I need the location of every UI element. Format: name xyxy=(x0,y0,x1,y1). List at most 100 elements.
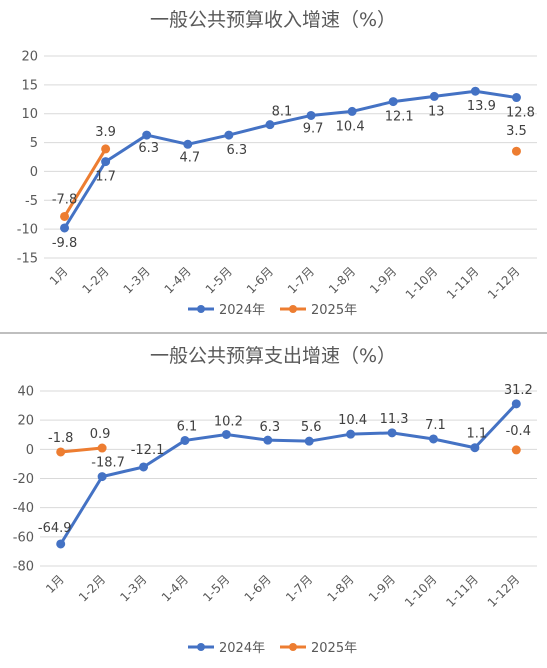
data-label: -18.7 xyxy=(91,456,125,471)
data-label: 9.7 xyxy=(303,121,324,136)
y-tick-label: 20 xyxy=(21,50,38,65)
x-tick-label: 1月 xyxy=(47,264,71,288)
data-point xyxy=(56,539,66,549)
data-label: 12.8 xyxy=(506,106,535,121)
data-label: 8.1 xyxy=(272,105,293,120)
data-point xyxy=(60,223,70,233)
data-label: -7.8 xyxy=(52,192,77,207)
data-point xyxy=(97,472,107,482)
data-point xyxy=(183,139,193,149)
data-point xyxy=(265,120,275,130)
chart-title: 一般公共预算收入增速（%） xyxy=(150,9,396,31)
data-point xyxy=(428,434,438,444)
data-label: 13.9 xyxy=(467,99,496,114)
y-tick-label: -40 xyxy=(13,501,34,516)
legend-swatch-marker xyxy=(197,305,205,313)
series-line xyxy=(63,147,108,218)
x-tick-label: 1-6月 xyxy=(242,572,274,604)
x-tick-label: 1-12月 xyxy=(485,572,523,610)
x-tick-label: 1-7月 xyxy=(285,264,317,296)
legend-label: 2025年 xyxy=(311,303,357,318)
x-tick-label: 1-3月 xyxy=(117,572,149,604)
x-tick-label: 1-11月 xyxy=(444,264,482,302)
y-tick-label: 15 xyxy=(21,78,38,93)
data-point xyxy=(346,429,356,439)
x-tick-label: 1-2月 xyxy=(76,572,108,604)
data-label: 6.1 xyxy=(177,419,198,434)
data-point xyxy=(101,144,111,154)
data-label: -9.8 xyxy=(52,236,77,251)
data-point xyxy=(470,443,480,453)
data-point xyxy=(470,86,480,96)
data-label: 6.3 xyxy=(227,143,248,158)
data-point xyxy=(511,399,521,409)
x-tick-label: 1-9月 xyxy=(367,264,399,296)
data-label: 1.1 xyxy=(467,427,488,442)
data-label: 3.5 xyxy=(506,124,527,139)
y-tick-label: -10 xyxy=(17,223,38,238)
data-label: 3.9 xyxy=(95,125,116,140)
x-tick-label: 1-3月 xyxy=(121,264,153,296)
data-label: 4.7 xyxy=(179,150,200,165)
x-tick-label: 1-8月 xyxy=(324,572,356,604)
data-label: 10.2 xyxy=(214,414,243,429)
x-tick-label: 1月 xyxy=(43,572,67,596)
data-point xyxy=(97,443,107,453)
data-point xyxy=(388,97,398,107)
data-label: 0.9 xyxy=(90,427,111,442)
y-tick-label: -20 xyxy=(13,472,34,487)
data-label: 5.6 xyxy=(301,420,322,435)
data-point xyxy=(347,106,357,116)
data-point xyxy=(142,130,152,140)
x-tick-label: 1-8月 xyxy=(326,264,358,296)
data-label: -12.1 xyxy=(131,443,165,458)
data-label: 1.7 xyxy=(95,170,116,185)
data-label: 13 xyxy=(428,104,445,119)
data-point xyxy=(101,157,111,167)
data-label: 6.3 xyxy=(259,420,280,435)
legend-label: 2024年 xyxy=(219,641,265,656)
data-point xyxy=(511,445,521,455)
y-tick-label: 40 xyxy=(17,385,34,400)
legend-label: 2024年 xyxy=(219,303,265,318)
data-label: 6.3 xyxy=(138,141,159,156)
data-point xyxy=(60,211,70,221)
x-tick-label: 1-5月 xyxy=(200,572,232,604)
data-point xyxy=(56,447,66,457)
y-tick-label: -60 xyxy=(13,530,34,545)
x-tick-label: 1-2月 xyxy=(79,264,111,296)
data-point xyxy=(221,429,231,439)
y-tick-label: 10 xyxy=(21,107,38,122)
y-tick-label: -80 xyxy=(13,560,34,575)
data-point xyxy=(306,110,316,120)
y-tick-label: -5 xyxy=(25,194,38,209)
data-point xyxy=(224,130,234,140)
x-tick-label: 1-7月 xyxy=(283,572,315,604)
data-label: 12.1 xyxy=(385,110,414,125)
data-label: 10.4 xyxy=(338,413,367,428)
data-point xyxy=(180,435,190,445)
data-label: 7.1 xyxy=(425,418,446,433)
x-tick-label: 1-4月 xyxy=(159,572,191,604)
x-tick-label: 1-10月 xyxy=(403,264,441,302)
legend-swatch-marker xyxy=(289,643,297,651)
legend-swatch-marker xyxy=(289,305,297,313)
data-label: -64.9 xyxy=(38,521,72,536)
data-label: -1.8 xyxy=(48,431,73,446)
data-point xyxy=(429,91,439,101)
legend-label: 2025年 xyxy=(311,641,357,656)
y-tick-label: 5 xyxy=(30,136,38,151)
x-tick-label: 1-6月 xyxy=(244,264,276,296)
x-tick-label: 1-5月 xyxy=(203,264,235,296)
data-label: 10.4 xyxy=(336,119,365,134)
data-point xyxy=(387,428,397,438)
x-tick-label: 1-11月 xyxy=(443,572,481,610)
y-tick-label: -15 xyxy=(17,252,38,267)
y-tick-label: 0 xyxy=(30,165,38,180)
data-point xyxy=(511,93,521,103)
x-tick-label: 1-12月 xyxy=(485,264,523,302)
x-tick-label: 1-9月 xyxy=(366,572,398,604)
data-label: 31.2 xyxy=(504,383,533,398)
